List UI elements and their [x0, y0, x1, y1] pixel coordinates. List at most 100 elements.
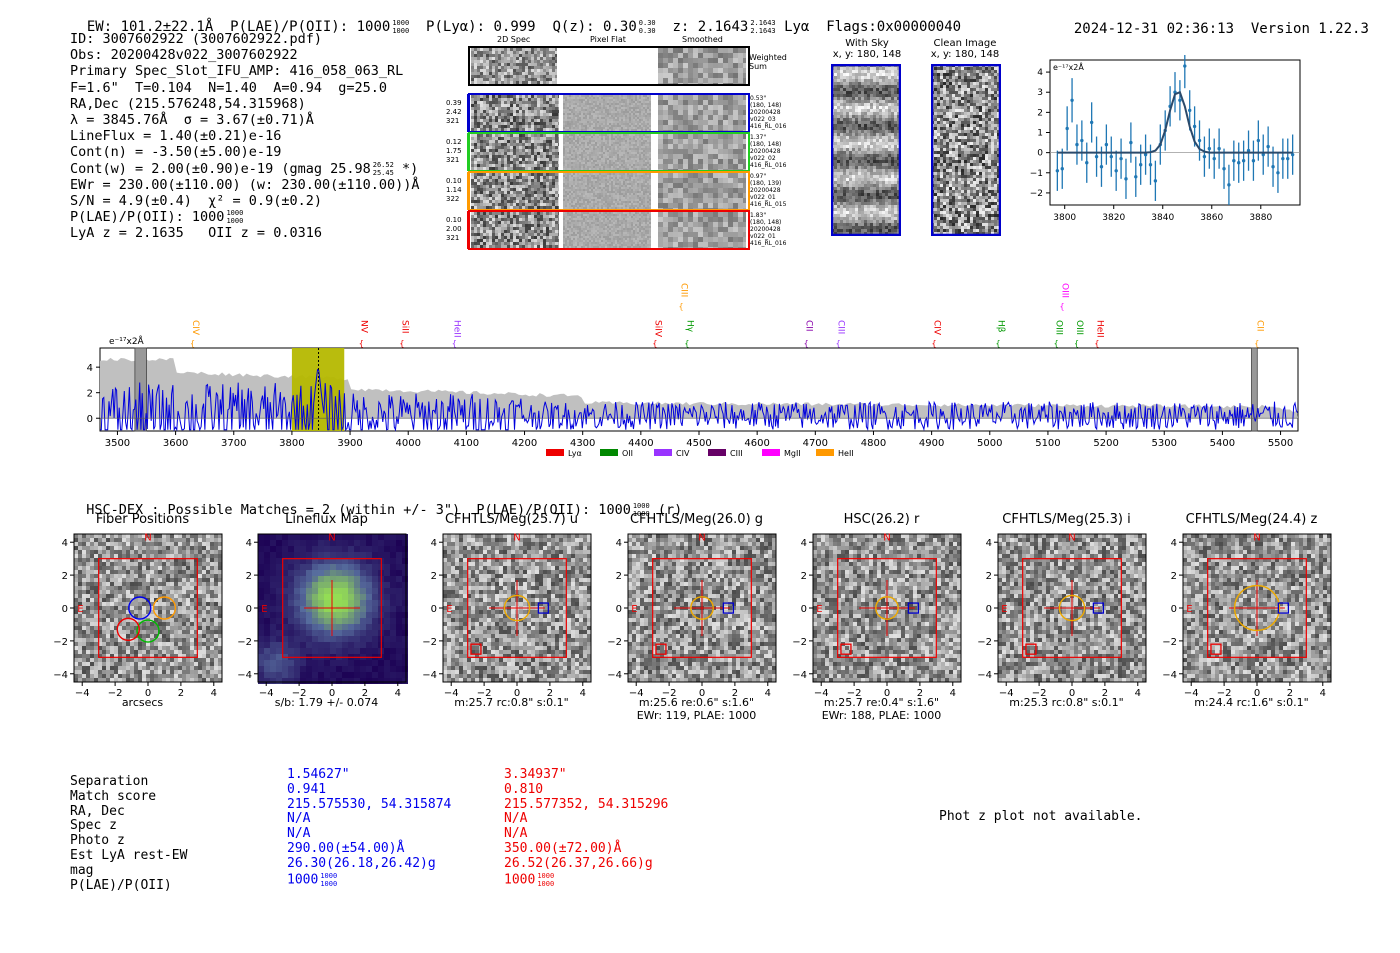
flux-pixel: [294, 558, 300, 564]
flux-pixel: [396, 570, 402, 576]
flux-pixel: [318, 612, 324, 618]
zoom-ytick-label: 4: [1037, 68, 1043, 78]
flux-pixel: [402, 630, 408, 636]
flux-pixel: [312, 630, 318, 636]
flux-pixel: [348, 606, 354, 612]
flux-pixel: [366, 678, 372, 684]
cutout-subtitle: m:25.7 re:0.4" s:1.6": [823, 696, 940, 709]
zoom-ytick-label: 3: [1037, 88, 1043, 98]
flux-pixel: [318, 570, 324, 576]
flux-pixel: [348, 636, 354, 642]
flux-pixel: [384, 618, 390, 624]
flux-pixel: [276, 624, 282, 630]
clean-frame: [931, 64, 1001, 236]
flux-pixel: [258, 588, 264, 594]
flux-pixel: [264, 618, 270, 624]
flux-pixel: [270, 606, 276, 612]
search-box: [1207, 558, 1307, 658]
zoom-point: [1085, 161, 1089, 165]
flux-pixel: [306, 594, 312, 600]
flux-pixel: [258, 540, 264, 546]
flux-pixel: [306, 546, 312, 552]
flux-pixel: [318, 678, 324, 684]
flux-pixel: [366, 600, 372, 606]
match-compare-red: 3.34937" 0.810 215.577352, 54.315296 N/A N/A…: [504, 767, 668, 888]
flux-pixel: [270, 552, 276, 558]
cutout-xtick-label: 0: [884, 688, 890, 699]
spec2d-row-meta-line: 0.97": [750, 173, 767, 180]
info-lambda: λ = 3845.76Å σ = 3.67(±0.71)Å: [70, 112, 314, 129]
zoom-point: [1055, 169, 1060, 173]
flux-pixel: [288, 612, 294, 618]
flux-pixel: [300, 588, 306, 594]
cutout-ytick-label: −2: [237, 637, 252, 648]
flux-pixel: [342, 648, 348, 654]
spec2d-row-meta-line: (180, 148): [750, 219, 782, 226]
flux-pixel: [366, 552, 372, 558]
flux-pixel: [372, 534, 378, 540]
header-qz: Q(z): 0.30: [552, 19, 637, 35]
flux-pixel: [282, 630, 288, 636]
spectrum-ytick-label: 0: [87, 414, 93, 425]
flux-pixel: [348, 624, 354, 630]
flux-pixel: [270, 564, 276, 570]
fiber-green: [136, 619, 160, 643]
compare-value: 26.30(26.18,26.42)g: [287, 855, 436, 871]
flux-pixel: [360, 672, 366, 678]
flux-pixel: [384, 612, 390, 618]
flux-pixel: [360, 540, 366, 546]
flux-pixel: [276, 594, 282, 600]
header-bar: EW: 101.2±22.1Å P(LAE)/P(OII): 1000 1000 1…: [70, 3, 961, 35]
spectrum-ylabel: e⁻¹⁷x2Å: [109, 335, 145, 347]
compare-value: 3.34937": [504, 767, 567, 782]
flux-pixel: [354, 612, 360, 618]
full-spectrum-chart: 3500 3600 3700 3800 3900 4000 4100 4200 4300 4400…: [87, 283, 1299, 458]
flux-pixel: [396, 660, 402, 666]
flux-pixel: [360, 666, 366, 672]
flux-pixel: [342, 588, 348, 594]
east-label: E: [631, 604, 637, 615]
flux-pixel: [312, 636, 318, 642]
flux-pixel: [390, 552, 396, 558]
flux-pixel: [366, 666, 372, 672]
flux-pixel: [264, 600, 270, 606]
flux-pixel: [366, 534, 372, 540]
cutout-xtick-label: 0: [1254, 688, 1260, 699]
flux-pixel: [366, 582, 372, 588]
row-marker-2: [467, 172, 470, 210]
north-label: N: [144, 533, 151, 544]
legend-swatch: [762, 449, 780, 456]
zoom-point: [1129, 140, 1133, 145]
flux-pixel: [324, 678, 330, 684]
match-red-box: [655, 643, 667, 655]
flux-pixel: [330, 660, 336, 666]
flux-pixel: [300, 630, 306, 636]
flux-pixel: [288, 672, 294, 678]
flux-pixel: [342, 552, 348, 558]
legend-swatch: [600, 449, 618, 456]
flux-pixel: [402, 618, 408, 624]
flux-pixel: [402, 564, 408, 570]
flux-pixel: [336, 582, 342, 588]
flux-pixel: [354, 600, 360, 606]
flux-pixel: [342, 606, 348, 612]
cutout-xtick-label: 2: [732, 688, 738, 699]
flux-pixel: [312, 672, 318, 678]
emission-line-bracket: {: [399, 339, 404, 348]
flux-pixel: [276, 660, 282, 666]
flux-pixel: [264, 624, 270, 630]
flux-pixel: [312, 582, 318, 588]
flux-pixel: [348, 558, 354, 564]
flux-pixel: [330, 582, 336, 588]
flux-pixel: [348, 630, 354, 636]
flux-pixel: [384, 594, 390, 600]
spectrum-xtick-label: 5300: [1152, 438, 1177, 449]
row-gap-b-3: [654, 212, 657, 248]
flux-pixel: [378, 660, 384, 666]
flux-pixel: [264, 654, 270, 660]
compare-value: 0.941: [287, 781, 327, 797]
cutout-title: Lineflux Map: [285, 512, 368, 527]
zoom-ylabel: e⁻¹⁷x2Å: [1053, 61, 1084, 72]
zoom-ytick-label: −2: [1030, 189, 1043, 199]
compare-value: N/A: [504, 811, 528, 827]
